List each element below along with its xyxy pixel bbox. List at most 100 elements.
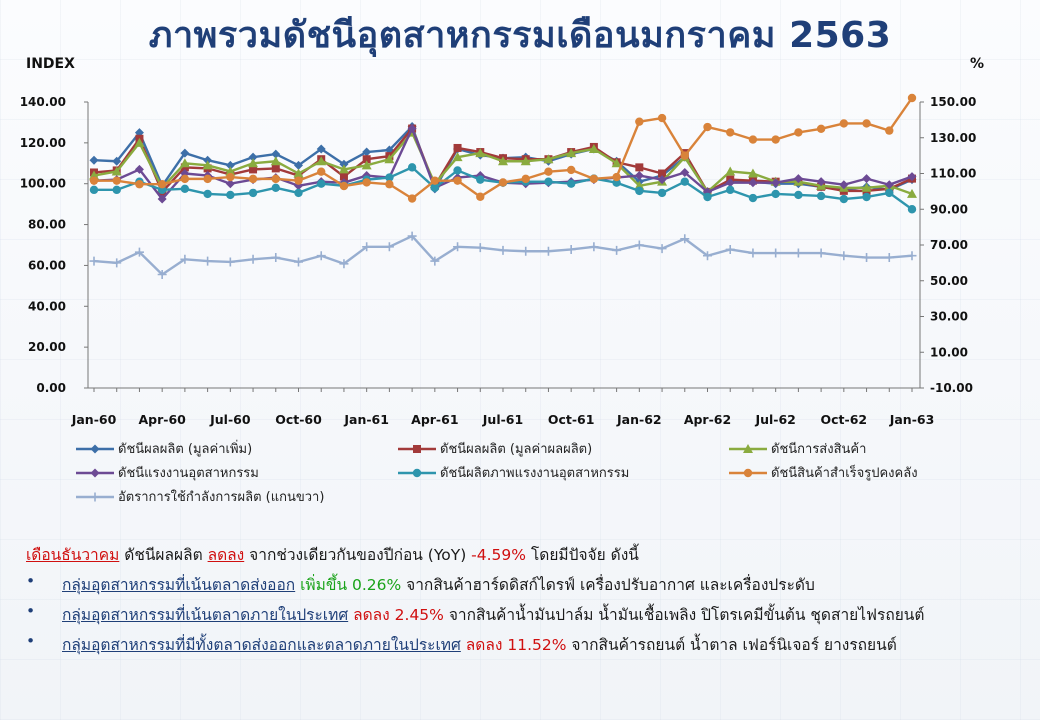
x-tick-label: Jan-63 [889,412,935,427]
series-5-point [703,122,712,132]
x-tick-label: Jan-60 [71,412,117,427]
series-6-point [407,231,417,241]
series-2-point [202,160,213,170]
series-5-point [180,174,190,184]
series-5-point [544,167,553,176]
right-tick-label: 70.00 [930,238,968,252]
series-6-point [430,256,440,266]
series-2-point [338,164,349,174]
series-3-point [816,177,826,187]
series-6-point [725,244,735,254]
series-6-point [225,257,235,267]
bullet-detail: จากสินค้ารถยนต์ น้ำตาล เฟอร์นิเจอร์ ยางร… [566,636,897,654]
series-3-point [225,179,235,189]
x-tick-label: Oct-61 [548,412,595,427]
legend-label: ดัชนีผลผลิต (มูลค่าเพิ่ม) [118,442,253,457]
left-tick-label: 20.00 [28,340,66,354]
series-3-point [839,180,849,190]
series-2-point [270,156,281,166]
x-tick-label: Oct-60 [275,412,322,427]
series-6-point [316,251,326,261]
x-tick-label: Jan-61 [343,412,389,427]
series-1-point [658,169,667,178]
series-3-point [407,124,417,134]
bullet-group: กลุ่มอุตสาหกรรมที่เน้นตลาดส่งออก [62,576,296,594]
legend-swatch [729,468,767,477]
series-6-point [271,253,281,263]
series-6-point [475,243,485,253]
series-5-point [89,176,99,185]
x-tick-label: Jul-62 [754,412,795,427]
series-3-point [793,174,803,184]
series-0-point [339,159,349,169]
series-6-point [816,248,826,258]
series-4-point [726,185,735,195]
right-tick-label: 150.00 [930,95,976,109]
series-5-point [157,180,167,189]
right-tick-label: 110.00 [930,167,976,181]
x-tick-label: Apr-60 [138,412,186,427]
series-5-point [226,172,235,182]
bullet-group: กลุ่มอุตสาหกรรมที่เน้นตลาดภายในประเทศ [62,606,349,624]
series-5-point [271,174,280,184]
legend-swatch [76,468,114,477]
bullet-detail: จากสินค้าฮาร์ดดิสก์ไดรฟ์ เครื่องปรับอากา… [401,576,815,594]
series-4-point [89,185,99,195]
series-2-point [566,148,577,158]
series-5-point [317,167,326,176]
series-4-point [453,166,462,175]
series-2-point [225,166,236,176]
series-0-point [294,160,303,170]
series-0-point [89,155,99,165]
series-6-point [498,245,508,255]
left-tick-label: 140.00 [20,95,66,109]
series-6-point [657,244,667,254]
series-2-point [111,166,122,176]
series-4-point [566,179,576,188]
left-axis-unit: INDEX [26,56,75,72]
legend-marker [743,468,753,477]
series-4-point [203,189,212,199]
legend-swatch [398,468,436,477]
series-6-point [839,251,849,261]
series-1-point [271,164,280,173]
summary-direction: ลดลง [207,546,245,564]
series-6-point [203,256,213,266]
series-0-point [362,147,372,157]
legend-item: ดัชนีสินค้าสำเร็จรูปคงคลัง [727,462,918,483]
series-1-point [453,143,462,152]
series-6-point [89,256,99,266]
series-4-point [839,194,849,204]
series-6-point [634,240,644,250]
x-tick-label: Jan-62 [616,412,662,427]
series-2-point [611,158,622,168]
series-6-point [589,242,599,252]
legend-label: ดัชนีแรงงานอุตสาหกรรม [118,466,259,481]
legend-swatch [398,444,436,453]
series-2-point [316,156,327,166]
x-tick-label: Jul-61 [482,412,523,427]
series-4-point [794,190,803,200]
series-0-point [248,152,258,162]
bullet-direction: ลดลง 11.52% [460,636,567,654]
series-2-point [520,156,531,166]
left-tick-label: 80.00 [28,218,66,232]
series-2-point [475,148,486,158]
series-3-point [725,178,735,188]
series-4-point [862,192,871,202]
legend-item: ดัชนีแรงงานอุตสาหกรรม [74,462,259,483]
series-4-point [112,185,121,195]
legend-label: ดัชนีสินค้าสำเร็จรูปคงคลัง [771,466,918,481]
series-4-point [680,177,689,186]
series-2-point [452,152,463,162]
series-6-point [907,251,917,261]
series-5-point [294,176,303,185]
series-4-point [703,192,712,202]
series-2-point [588,143,599,153]
series-4-line [94,166,913,211]
series-4-point [476,175,485,184]
series-0-point [112,156,122,166]
series-5-point [885,126,894,135]
series-6-point [157,269,167,279]
series-2-point [248,158,259,168]
